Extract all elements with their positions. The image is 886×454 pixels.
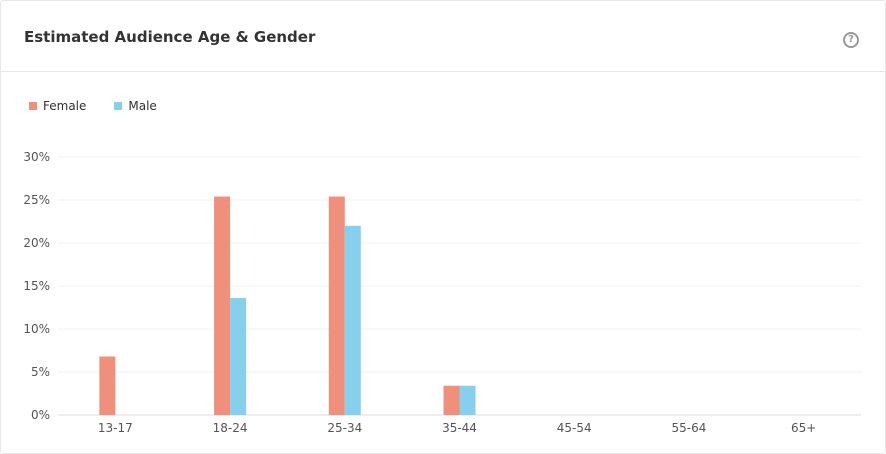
- card-header: Estimated Audience Age & Gender ?: [1, 1, 885, 72]
- y-tick-label: 25%: [23, 193, 50, 207]
- x-tick-label: 13-17: [98, 421, 133, 435]
- bar-female-35-44[interactable]: [443, 385, 460, 415]
- y-tick-label: 5%: [31, 365, 50, 379]
- legend-item-female[interactable]: Female: [29, 99, 86, 113]
- female-swatch: [29, 102, 37, 110]
- x-tick-label: 65+: [791, 421, 816, 435]
- x-tick-label: 35-44: [442, 421, 477, 435]
- question-circle-icon[interactable]: ?: [843, 32, 859, 48]
- bar-male-18-24[interactable]: [230, 298, 247, 415]
- x-tick-label: 25-34: [327, 421, 362, 435]
- card-title: Estimated Audience Age & Gender: [24, 28, 316, 46]
- y-tick-label: 10%: [23, 322, 50, 336]
- bar-female-25-34[interactable]: [328, 196, 345, 415]
- legend-item-male[interactable]: Male: [114, 99, 157, 113]
- male-swatch: [114, 102, 123, 110]
- bar-male-35-44[interactable]: [459, 385, 476, 415]
- bar-male-25-34[interactable]: [344, 225, 361, 415]
- legend-label: Male: [128, 99, 157, 113]
- x-tick-label: 55-64: [671, 421, 706, 435]
- bar-female-18-24[interactable]: [214, 196, 231, 415]
- y-tick-label: 20%: [23, 236, 50, 250]
- x-tick-label: 18-24: [213, 421, 248, 435]
- y-tick-label: 0%: [31, 408, 50, 422]
- bar-female-13-17[interactable]: [99, 356, 116, 415]
- chart-legend: Female Male: [29, 99, 157, 113]
- y-tick-label: 30%: [23, 150, 50, 164]
- legend-label: Female: [43, 99, 87, 113]
- x-tick-label: 45-54: [557, 421, 592, 435]
- y-tick-label: 15%: [23, 279, 50, 293]
